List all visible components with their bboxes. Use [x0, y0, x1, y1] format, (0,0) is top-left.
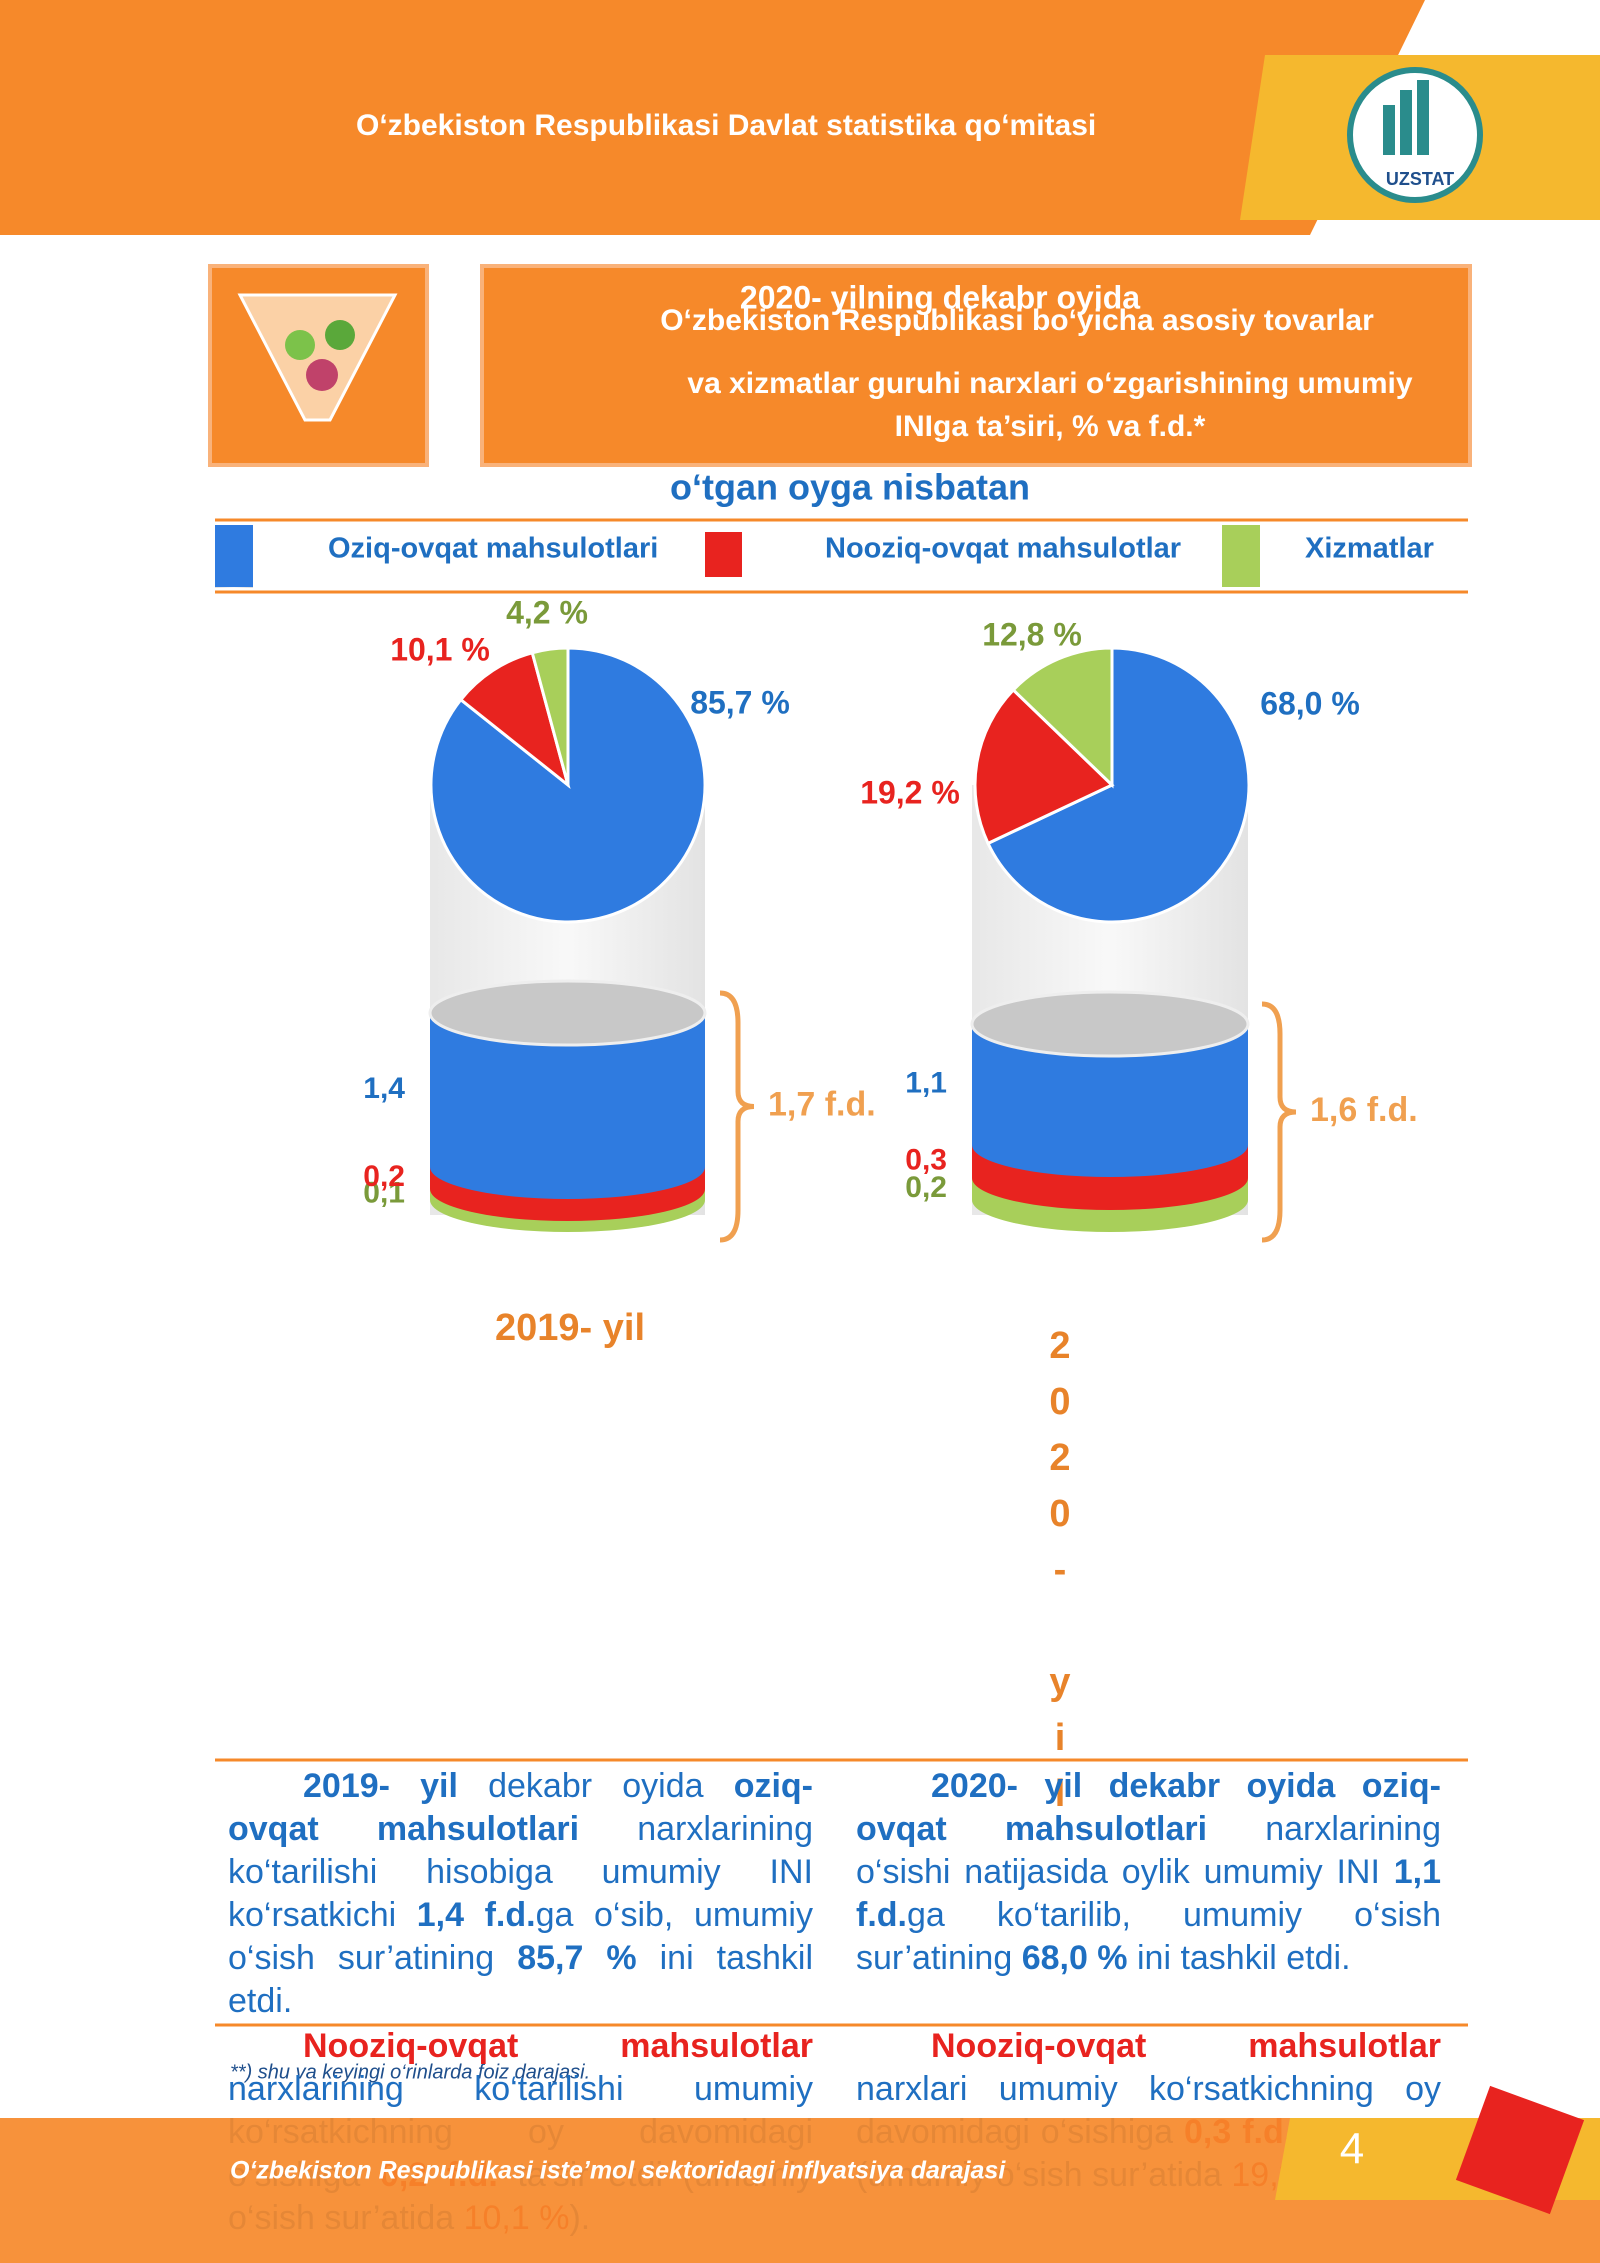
logo-bar	[1417, 80, 1429, 155]
text-run: dekabr oyida	[457, 1767, 734, 1805]
segment-label: 1,1	[905, 1066, 947, 1099]
text-run: 19,2 %	[1231, 2156, 1338, 2194]
paragraph: 2019- yil dekabr oyida oziq-ovqat mahsul…	[228, 1765, 813, 2023]
chart-title: 2019- yil	[495, 1307, 645, 1349]
pie-slice	[458, 650, 571, 790]
title-line: 2020- yilning dekabr oyida	[740, 279, 1140, 315]
header-title: O‘zbekiston Respublikasi Davlat statisti…	[356, 109, 1096, 142]
text-run: narxlarining o‘sishi natijasida oylik um…	[856, 1810, 1441, 1891]
segment-label: 0,2	[905, 1171, 947, 1204]
text-run: ini tashkil etdi.	[1127, 1939, 1351, 1977]
text-run: narxlarining ko‘tarilishi hisobiga umumi…	[228, 1810, 813, 1934]
title-line: va xizmatlar guruhi narxlari o‘zgarishin…	[687, 367, 1412, 400]
logo-text: UZSTAT	[1386, 169, 1454, 189]
pie-label: 85,7 %	[690, 684, 790, 720]
icon-fruit	[306, 359, 338, 391]
pie-slice	[530, 646, 570, 786]
icon-glass	[237, 293, 398, 422]
text-run: ).	[1337, 2156, 1359, 2194]
legend-swatch	[215, 525, 253, 587]
text-run: ga ko‘tarilib, umumiy o‘sish sur’atining	[856, 1896, 1441, 1977]
footnote: **) shu va keyingi o‘rinlarda foiz daraj…	[230, 2061, 590, 2083]
text-run: 85,7 %	[517, 1939, 637, 1977]
text-run: 1,1 f.d.	[856, 1853, 1441, 1934]
text-run: ).	[569, 2199, 591, 2237]
icon-fruit	[285, 330, 315, 360]
text-run: 1,4 f.d.	[416, 1896, 536, 1934]
chart-title: 2020- yil	[1039, 1325, 1081, 1829]
logo	[1347, 67, 1483, 203]
paragraph: Nooziq-ovqat mahsulotlar narxlarining ko…	[228, 2025, 813, 2240]
title-line: INIga ta’siri, % va f.d.*	[895, 410, 1206, 443]
text-run: 0,2 f.d.	[379, 2156, 498, 2194]
logo-bar	[1383, 105, 1395, 155]
text-run: ini tashkil etdi.	[228, 1939, 814, 2020]
paragraph: 2020- yil dekabr oyida oziq-ovqat mahsul…	[856, 1765, 1441, 1980]
pie-label: 12,8 %	[982, 616, 1082, 652]
segment-label: 0,1	[363, 1176, 405, 1209]
text-run: oziq-ovqat mahsulotlari	[228, 1767, 813, 1848]
logo-bar	[1400, 90, 1412, 155]
title-box	[480, 264, 1472, 467]
icon-fruit	[325, 320, 355, 350]
cylinder-top	[428, 979, 707, 1047]
text-run: 68,0 %	[1021, 1939, 1128, 1977]
text-run: Nooziq-ovqat mahsulotlar	[303, 2027, 813, 2065]
text-run: 10,1 %	[463, 2199, 570, 2237]
pie-slice	[986, 646, 1251, 924]
text-run: ga o‘sib, umumiy o‘sish sur’atining	[228, 1896, 813, 1977]
legend-label: Xizmatlar	[1305, 533, 1434, 565]
legend-label: Nooziq-ovqat mahsulotlar	[825, 533, 1181, 565]
text-run: 2019- yil	[303, 1767, 458, 1805]
brace	[719, 990, 755, 1243]
pie-label: 4,2 %	[506, 594, 588, 630]
brace	[1261, 1001, 1297, 1243]
segment-label: 1,4	[363, 1072, 405, 1105]
text-run: Nooziq-ovqat mahsulotlar	[931, 2027, 1441, 2065]
cylinder-top	[970, 990, 1250, 1058]
legend-swatch	[1222, 525, 1260, 587]
pie-label: 10,1 %	[390, 631, 490, 667]
title-line: O‘zbekiston Respublikasi bo‘yicha asosiy…	[660, 304, 1374, 337]
segment-label: 0,2	[363, 1160, 405, 1193]
text-run: 0,3 f.d.	[1184, 2113, 1294, 2151]
stack-total: 1,6 f.d.	[1310, 1091, 1418, 1129]
pie-slice	[973, 687, 1115, 846]
legend-label: Oziq-ovqat mahsulotlari	[328, 533, 658, 565]
stack-total: 1,7 f.d.	[768, 1085, 876, 1123]
legend-swatch	[705, 532, 742, 577]
pie-label: 68,0 %	[1260, 685, 1360, 721]
header-band	[0, 0, 1425, 235]
subtitle: o‘tgan oyga nisbatan	[670, 467, 1030, 508]
pie-label: 19,2 %	[860, 774, 960, 810]
paragraph: Nooziq-ovqat mahsulotlar narxlari umumiy…	[856, 2025, 1441, 2197]
text-run: 2020- yil dekabr oyida oziq-ovqat mahsul…	[856, 1767, 1441, 1848]
pie-slice	[1011, 646, 1114, 789]
segment-label: 0,3	[905, 1143, 947, 1176]
